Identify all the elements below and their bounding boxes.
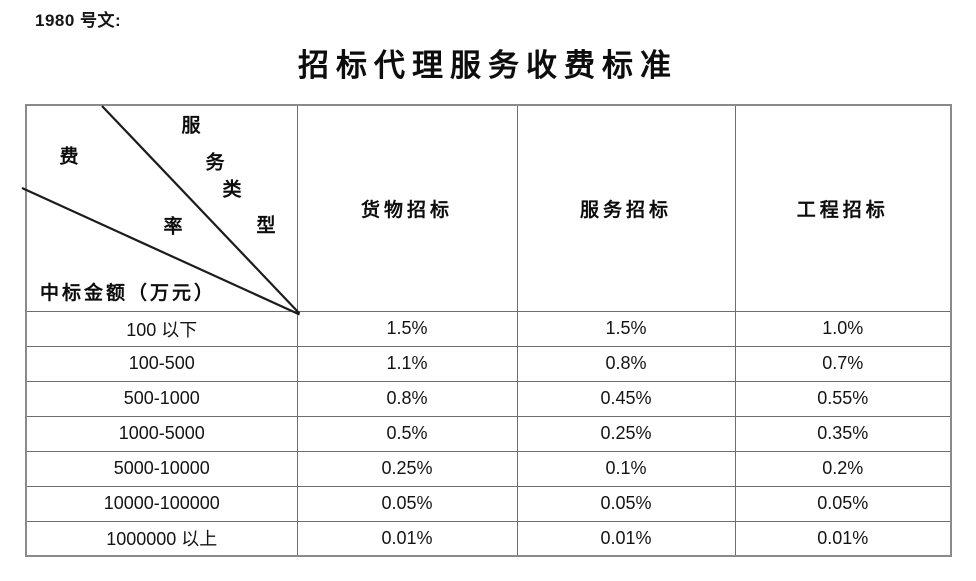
corner-fee-char-2: 率 <box>163 216 183 238</box>
goods-rate-cell: 0.8% <box>296 380 518 417</box>
corner-amount-label: 中标金额（万元） <box>40 283 217 304</box>
column-header-goods: 货物招标 <box>296 104 518 312</box>
fee-table-row: 1000-5000 0.5% 0.25% 0.35% <box>25 415 952 452</box>
corner-service-char-4: 型 <box>256 215 276 237</box>
corner-service-char-3: 类 <box>222 179 242 201</box>
fee-table-row: 10000-100000 0.05% 0.05% 0.05% <box>25 485 952 522</box>
fee-table-row: 100-500 1.1% 0.8% 0.7% <box>25 345 952 382</box>
amount-cell: 100 以下 <box>25 310 298 347</box>
services-rate-cell: 1.5% <box>516 310 736 347</box>
works-rate-cell: 0.35% <box>734 415 952 452</box>
fee-table-row: 5000-10000 0.25% 0.1% 0.2% <box>25 450 952 487</box>
amount-cell: 1000000 以上 <box>25 520 298 557</box>
goods-rate-cell: 0.25% <box>296 450 518 487</box>
services-rate-cell: 0.1% <box>516 450 736 487</box>
fee-standard-table: 费 率 服 务 类 型 中标金额（万元） 货物招标 服务招标 工程招标 100 … <box>21 104 952 557</box>
amount-cell: 10000-100000 <box>25 485 298 522</box>
goods-rate-cell: 1.5% <box>296 310 518 347</box>
amount-cell: 100-500 <box>25 345 298 382</box>
goods-rate-cell: 1.1% <box>296 345 518 382</box>
diagonal-header-cell: 费 率 服 务 类 型 中标金额（万元） <box>21 104 301 316</box>
services-rate-cell: 0.01% <box>516 520 736 557</box>
amount-cell: 500-1000 <box>25 380 298 417</box>
page-title: 招标代理服务收费标准 <box>298 48 678 83</box>
works-rate-cell: 0.2% <box>734 450 952 487</box>
goods-rate-cell: 0.01% <box>296 520 518 557</box>
services-rate-cell: 0.8% <box>516 345 736 382</box>
column-header-services: 服务招标 <box>516 104 736 312</box>
services-rate-cell: 0.25% <box>516 415 736 452</box>
works-rate-cell: 1.0% <box>734 310 952 347</box>
fee-table-row: 500-1000 0.8% 0.45% 0.55% <box>25 380 952 417</box>
corner-service-char-1: 服 <box>181 115 201 137</box>
amount-cell: 1000-5000 <box>25 415 298 452</box>
works-rate-cell: 0.7% <box>734 345 952 382</box>
services-rate-cell: 0.05% <box>516 485 736 522</box>
fee-table-row: 1000000 以上 0.01% 0.01% 0.01% <box>25 520 952 557</box>
works-rate-cell: 0.55% <box>734 380 952 417</box>
doc-number: 1980 号文: <box>35 11 122 30</box>
works-rate-cell: 0.01% <box>734 520 952 557</box>
amount-cell: 5000-10000 <box>25 450 298 487</box>
fee-table-row: 100 以下 1.5% 1.5% 1.0% <box>25 310 952 347</box>
table-header-row: 费 率 服 务 类 型 中标金额（万元） 货物招标 服务招标 工程招标 <box>21 104 952 316</box>
services-rate-cell: 0.45% <box>516 380 736 417</box>
goods-rate-cell: 0.05% <box>296 485 518 522</box>
column-header-works: 工程招标 <box>734 104 952 312</box>
goods-rate-cell: 0.5% <box>296 415 518 452</box>
works-rate-cell: 0.05% <box>734 485 952 522</box>
corner-service-char-2: 务 <box>205 152 225 174</box>
corner-fee-char-1: 费 <box>59 146 79 168</box>
